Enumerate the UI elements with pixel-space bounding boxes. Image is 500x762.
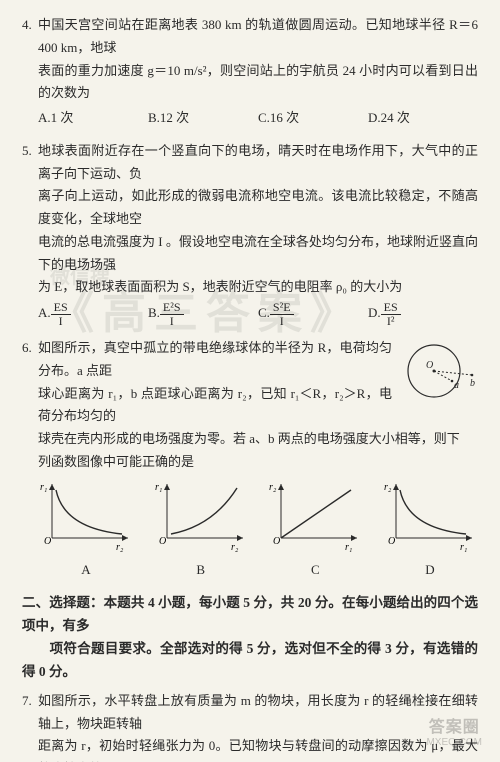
q7-body: 如图所示，水平转盘上放有质量为 m 的物块，用长度为 r 的轻绳栓接在细转轴上，… (38, 690, 478, 762)
q5-options: A.ESI B.E²SI C.S²EI D.ESI² (38, 301, 478, 327)
q6-line4: 列函数图像中可能正确的是 (38, 454, 194, 469)
q6-body: O a b 如图所示，真空中孤立的带电绝缘球体的半径为 R，电荷均匀分布。a 点… (38, 337, 478, 582)
q5-optA: A.ESI (38, 301, 148, 327)
q5-number: 5. (22, 140, 38, 163)
svg-text:O: O (159, 536, 166, 547)
svg-text:r₁: r₁ (155, 482, 162, 493)
q6-line1: 如图所示，真空中孤立的带电绝缘球体的半径为 R，电荷均匀分布。a 点距 (38, 340, 392, 378)
svg-text:O: O (388, 536, 395, 547)
q5-optB: B.E²SI (148, 301, 258, 327)
q4-optC: C.16 次 (258, 107, 368, 130)
svg-text:r₁: r₁ (40, 482, 47, 493)
q4-options: A.1 次 B.12 次 C.16 次 D.24 次 (38, 107, 478, 130)
section2-line1: 二、选择题：本题共 4 小题，每小题 5 分，共 20 分。在每小题给出的四个选… (22, 595, 478, 633)
svg-text:r₂: r₂ (231, 542, 239, 552)
q6-line2: 球心距离为 r₁，b 点距球心距离为 r₂，已知 r₁＜R，r₂＞R，电荷分布均… (38, 386, 392, 424)
q6-graph-B: O r₂ r₁ B (153, 478, 249, 583)
q6-labelA: A (38, 559, 134, 582)
q5-line4: 为 E，取地球表面面积为 S，地表附近空气的电阻率 ρ₀ 的大小为 (38, 279, 402, 294)
fig6-a: a (454, 380, 459, 391)
q6-number: 6. (22, 337, 38, 360)
svg-text:r₂: r₂ (269, 482, 277, 493)
q6-circle-figure: O a b (400, 339, 478, 409)
q4-optA: A.1 次 (38, 107, 148, 130)
q6-labelC: C (267, 559, 363, 582)
q6-labelD: D (382, 559, 478, 582)
q4-number: 4. (22, 14, 38, 37)
section2-title: 二、选择题：本题共 4 小题，每小题 5 分，共 20 分。在每小题给出的四个选… (22, 592, 478, 684)
svg-text:r₁: r₁ (460, 542, 467, 552)
question-6: 6. O a b 如图所示，真空中孤立的带电绝缘球体的半径为 R，电荷均匀分布。… (22, 337, 478, 582)
q4-line2: 表面的重力加速度 g＝10 m/s²，则空间站上的宇航员 24 小时内可以看到日… (38, 63, 478, 101)
q6-graph-C: O r₁ r₂ C (267, 478, 363, 583)
svg-text:r₂: r₂ (384, 482, 392, 493)
q7-line1: 如图所示，水平转盘上放有质量为 m 的物块，用长度为 r 的轻绳栓接在细转轴上，… (38, 693, 478, 731)
q4-optB: B.12 次 (148, 107, 258, 130)
q5-optD: D.ESI² (368, 301, 478, 327)
q5-line3: 电流的总电流强度为 I 。假设地空电流在全球各处均匀分布，地球附近竖直向下的电场… (38, 234, 478, 272)
svg-text:O: O (44, 536, 51, 547)
q6-graph-A: O r₂ r₁ A (38, 478, 134, 583)
q7-number: 7. (22, 690, 38, 713)
svg-text:r₂: r₂ (116, 542, 124, 552)
svg-text:r₁: r₁ (345, 542, 352, 552)
exam-page: 4. 中国天宫空间站在距离地表 380 km 的轨道做圆周运动。已知地球半径 R… (0, 0, 500, 762)
q6-line3: 球壳在壳内形成的电场强度为零。若 a、b 两点的电场强度大小相等，则下 (38, 431, 460, 446)
fig6-O: O (426, 360, 433, 371)
q6-graph-D: O r₁ r₂ D (382, 478, 478, 583)
q5-body: 地球表面附近存在一个竖直向下的电场，晴天时在电场作用下，大气中的正离子向下运动、… (38, 140, 478, 327)
q6-graphs: O r₂ r₁ A O r₂ r (38, 478, 478, 583)
q5-line1: 地球表面附近存在一个竖直向下的电场，晴天时在电场作用下，大气中的正离子向下运动、… (38, 143, 478, 181)
q4-optD: D.24 次 (368, 107, 478, 130)
q6-labelB: B (153, 559, 249, 582)
q4-line1: 中国天宫空间站在距离地表 380 km 的轨道做圆周运动。已知地球半径 R＝6 … (38, 17, 478, 55)
section2-line2: 项符合题目要求。全部选对的得 5 分，选对但不全的得 3 分，有选错的得 0 分… (22, 641, 478, 679)
q7-line2: 距离为 r，初始时轻绳张力为 0。已知物块与转盘间的动摩擦因数为 μ，最大静摩擦… (38, 738, 478, 762)
fig6-b: b (470, 378, 475, 389)
q5-line2: 离子向上运动，如此形成的微弱电流称地空电流。该电流比较稳定，不随高度变化，全球地… (38, 188, 478, 226)
svg-text:O: O (273, 536, 280, 547)
q4-body: 中国天宫空间站在距离地表 380 km 的轨道做圆周运动。已知地球半径 R＝6 … (38, 14, 478, 130)
q5-optC: C.S²EI (258, 301, 368, 327)
question-7: 7. 如图所示，水平转盘上放有质量为 m 的物块，用长度为 r 的轻绳栓接在细转… (22, 690, 478, 762)
question-5: 5. 地球表面附近存在一个竖直向下的电场，晴天时在电场作用下，大气中的正离子向下… (22, 140, 478, 327)
question-4: 4. 中国天宫空间站在距离地表 380 km 的轨道做圆周运动。已知地球半径 R… (22, 14, 478, 130)
